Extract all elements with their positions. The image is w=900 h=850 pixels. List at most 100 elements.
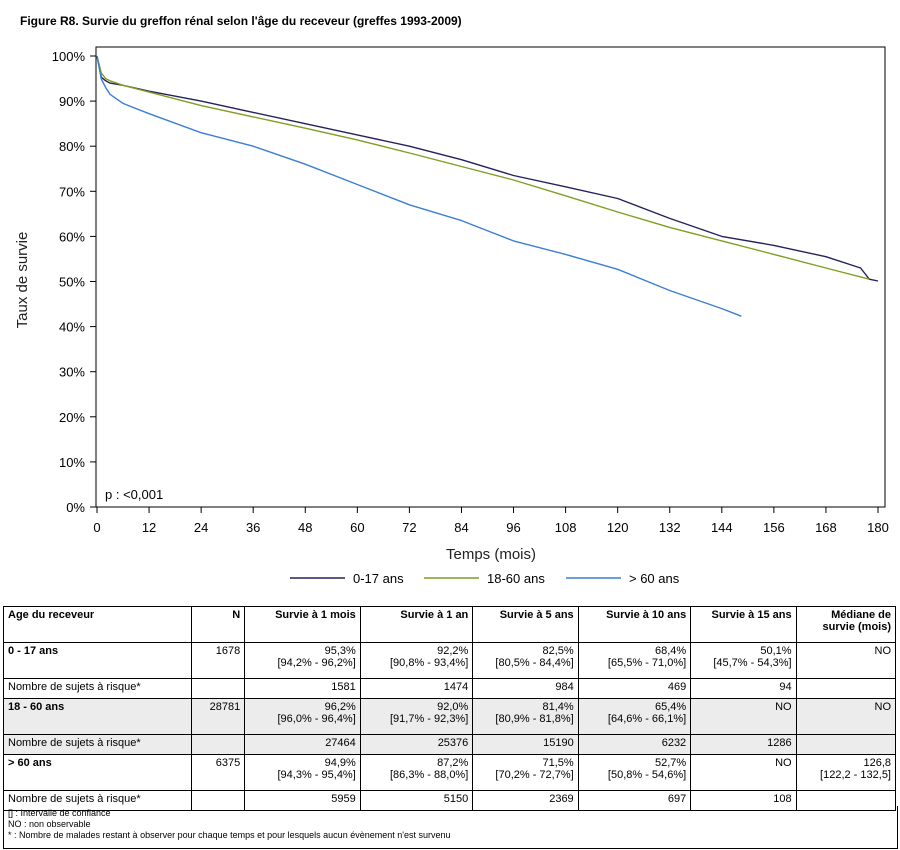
y-tick-label: 0% <box>66 500 85 515</box>
x-axis-ticks: 0 12 24 36 48 60 72 84 96 108 120 132 144 156 168 180 <box>93 507 889 535</box>
x-tick-label: 156 <box>763 520 785 535</box>
survival-value: 96,2% <box>324 701 356 713</box>
risk-count: 6232 <box>577 734 692 755</box>
y-tick-label: 60% <box>59 229 85 244</box>
survival-cell: 52,7% [50,8% - 54,6%] <box>577 754 692 791</box>
y-tick-label: 30% <box>59 365 85 380</box>
survival-cell: NO <box>795 642 897 679</box>
x-tick-label: 60 <box>350 520 364 535</box>
survival-cell: 65,4% [64,6% - 66,1%] <box>577 698 692 735</box>
survival-cell: 82,5% [80,5% - 84,4%] <box>472 642 579 679</box>
confidence-interval: [91,7% - 92,3%] <box>390 713 469 725</box>
age-group-label: 0 - 17 ans <box>3 642 192 679</box>
note-line: NO : non observable <box>8 819 91 829</box>
confidence-interval: [50,8% - 54,6%] <box>607 769 687 781</box>
y-tick-label: 100% <box>52 49 86 64</box>
survival-value: NO <box>874 645 892 657</box>
table-notes: [] : Intervalle de confiance NO : non obs… <box>3 806 898 849</box>
x-tick-label: 180 <box>867 520 889 535</box>
survival-cell: NO <box>795 698 897 735</box>
note-line: [] : Intervalle de confiance <box>8 808 111 818</box>
risk-count: 984 <box>472 678 579 699</box>
series-line-3 <box>96 55 742 317</box>
y-tick-label: 70% <box>59 184 85 199</box>
survival-value: 92,2% <box>437 645 469 657</box>
x-tick-label: 168 <box>815 520 837 535</box>
table-header-cell: Survie à 15 ans <box>690 606 797 643</box>
survival-value: 81,4% <box>542 701 574 713</box>
survival-value: 65,4% <box>654 701 687 713</box>
survival-value: NO <box>775 701 792 713</box>
risk-count: 697 <box>577 790 692 811</box>
y-axis-label: Taux de survie <box>14 232 31 329</box>
survival-cell: 50,1% [45,7% - 54,3%] <box>690 642 797 679</box>
risk-count <box>795 678 897 699</box>
x-tick-label: 84 <box>454 520 468 535</box>
series-line-2 <box>96 55 870 280</box>
survival-cell: NO <box>690 754 797 791</box>
table-header-cell: Survie à 10 ans <box>577 606 692 643</box>
survival-value: 92,0% <box>437 701 469 713</box>
survival-value: 95,3% <box>324 645 356 657</box>
age-group-label: 18 - 60 ans <box>3 698 192 735</box>
risk-count: 469 <box>577 678 692 699</box>
series-line-1 <box>96 55 879 282</box>
survival-cell: 92,2% [90,8% - 93,4%] <box>359 642 474 679</box>
y-tick-label: 80% <box>59 139 85 154</box>
y-tick-label: 50% <box>59 275 85 290</box>
series-lines <box>96 55 879 317</box>
x-tick-label: 36 <box>246 520 260 535</box>
survival-chart: 0% 10% 20% 30% 40% 50% 60% 70% 80% 90% 100% 0 12 24 3… <box>14 46 889 586</box>
survival-cell: 81,4% [80,9% - 81,8%] <box>472 698 579 735</box>
confidence-interval: [94,2% - 96,2%] <box>277 657 356 669</box>
confidence-interval: [90,8% - 93,4%] <box>390 657 469 669</box>
risk-row: Nombre de sujets à risque* 5959 5150 2369 69… <box>3 790 897 811</box>
x-tick-label: 144 <box>711 520 733 535</box>
table-row: > 60 ans 6375 94,9% [94,3% - 95,4%] 87,2% [86… <box>3 754 897 791</box>
confidence-interval: [80,9% - 81,8%] <box>495 713 574 725</box>
table-header-cell: Survie à 5 ans <box>472 606 579 643</box>
n-cell: 28781 <box>190 698 246 735</box>
x-tick-label: 120 <box>607 520 629 535</box>
survival-value: 126,8 <box>863 757 891 769</box>
survival-value: NO <box>874 701 892 713</box>
survival-value: 71,5% <box>542 757 574 769</box>
confidence-interval: [94,3% - 95,4%] <box>277 769 356 781</box>
survival-value: 52,7% <box>654 757 687 769</box>
risk-count: 1286 <box>690 734 797 755</box>
risk-count: 5959 <box>244 790 361 811</box>
x-tick-label: 96 <box>506 520 520 535</box>
n-cell: 6375 <box>190 754 246 791</box>
x-tick-label: 72 <box>402 520 416 535</box>
confidence-interval: [65,5% - 71,0%] <box>607 657 687 669</box>
x-tick-label: 24 <box>194 520 208 535</box>
table-row: 18 - 60 ans 28781 96,2% [96,0% - 96,4%] 92,0… <box>3 698 897 735</box>
y-tick-label: 10% <box>59 455 85 470</box>
x-tick-label: 48 <box>298 520 312 535</box>
plot-area-frame <box>95 46 886 508</box>
n-cell: 1678 <box>190 642 246 679</box>
x-tick-label: 0 <box>93 520 100 535</box>
survival-value: 87,2% <box>437 757 469 769</box>
note-line: * : Nombre de malades restant à observer… <box>8 830 451 840</box>
table-header-cell: N <box>190 606 246 643</box>
risk-label: Nombre de sujets à risque* <box>3 734 192 755</box>
table-header-cell: Médiane de survie (mois) <box>795 606 897 643</box>
legend-label: 18-60 ans <box>487 571 545 586</box>
legend-label: > 60 ans <box>629 571 680 586</box>
confidence-interval: [64,6% - 66,1%] <box>607 713 687 725</box>
survival-value: 94,9% <box>324 757 356 769</box>
x-tick-label: 12 <box>142 520 156 535</box>
risk-count: 1474 <box>359 678 474 699</box>
y-axis-ticks: 0% 10% 20% 30% 40% 50% 60% 70% 80% 90% 100% <box>52 49 96 515</box>
table-header-cell: Survie à 1 an <box>359 606 474 643</box>
survival-cell: 92,0% [91,7% - 92,3%] <box>359 698 474 735</box>
survival-value: NO <box>775 757 792 769</box>
risk-row: Nombre de sujets à risque* 1581 1474 984 469… <box>3 678 897 699</box>
risk-label: Nombre de sujets à risque* <box>3 678 192 699</box>
table-row: 0 - 17 ans 1678 95,3% [94,2% - 96,2%] 92,2%[… <box>3 642 897 679</box>
survival-cell: 68,4% [65,5% - 71,0%] <box>577 642 692 679</box>
legend-label: 0-17 ans <box>353 571 404 586</box>
risk-count: 2369 <box>472 790 579 811</box>
survival-value: 82,5% <box>542 645 574 657</box>
